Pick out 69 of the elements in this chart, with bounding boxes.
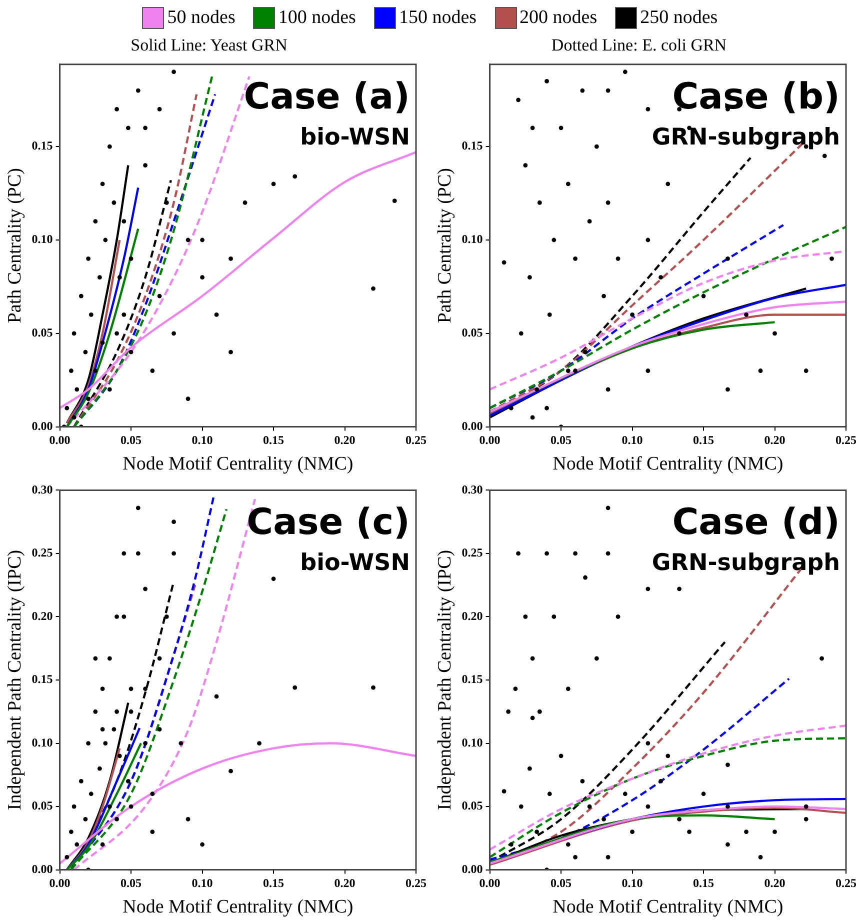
legend-label: 250 nodes (640, 7, 718, 29)
x-tick-label: 0.20 (764, 876, 786, 890)
annotation: Case (a) (244, 76, 410, 118)
x-tick-label: 0.10 (192, 433, 213, 448)
annotation: bio-WSN (300, 550, 410, 576)
y-tick-label: 0.10 (462, 232, 483, 246)
y-tick-label: 0.05 (462, 325, 483, 340)
x-axis-title: Node Motif Centrality (NMC) (552, 454, 784, 475)
y-tick-label: 0.15 (462, 138, 483, 153)
x-tick-label: 0.00 (49, 433, 70, 448)
y-tick-label: 0.25 (462, 546, 483, 560)
y-axis-title: Path Centrality (PC) (434, 168, 456, 324)
x-tick-label: 0.15 (263, 876, 284, 890)
x-tick-label: 0.20 (764, 433, 786, 448)
x-tick-label: 0.15 (693, 876, 714, 890)
legend-label: 200 nodes (520, 7, 598, 29)
y-tick-label: 0.10 (32, 735, 53, 750)
legend-label: 50 nodes (167, 7, 236, 29)
y-tick-label: 0.05 (32, 798, 53, 813)
legend-label: 100 nodes (278, 7, 356, 29)
y-tick-label: 0.00 (32, 862, 53, 876)
annotation: GRN-subgraph (652, 550, 840, 576)
x-tick-label: 0.10 (622, 433, 643, 448)
y-axis-title: Independent Path Centrality (IPC) (434, 550, 456, 810)
x-tick-label: 0.05 (550, 433, 572, 448)
x-tick-label: 0.00 (479, 433, 500, 448)
chart-title: Dotted Line: E. coli GRN (551, 36, 727, 55)
annotation: Case (b) (672, 76, 840, 118)
x-tick-label: 0.10 (192, 876, 213, 890)
x-tick-label: 0.25 (836, 433, 856, 448)
x-axis-title: Node Motif Centrality (NMC) (122, 454, 354, 475)
y-tick-label: 0.05 (32, 325, 53, 340)
x-tick-label: 0.25 (406, 876, 426, 890)
x-tick-label: 0.10 (622, 876, 643, 890)
y-tick-label: 0.30 (462, 482, 483, 496)
y-tick-label: 0.00 (462, 862, 483, 876)
y-tick-label: 0.05 (462, 798, 483, 813)
chart-title: Solid Line: Yeast GRN (130, 36, 288, 55)
x-tick-label: 0.15 (263, 433, 284, 448)
y-tick-label: 0.00 (462, 418, 483, 433)
x-tick-label: 0.25 (836, 876, 856, 890)
x-tick-label: 0.00 (479, 876, 500, 890)
x-tick-label: 0.05 (120, 433, 142, 448)
x-axis-title: Node Motif Centrality (NMC) (122, 896, 354, 918)
y-axis-title: Path Centrality (PC) (4, 168, 26, 324)
y-tick-label: 0.10 (462, 735, 483, 750)
y-tick-label: 0.00 (32, 418, 53, 433)
y-tick-label: 0.20 (462, 608, 483, 623)
x-axis-title: Node Motif Centrality (NMC) (552, 896, 784, 918)
y-tick-label: 0.10 (32, 232, 53, 246)
x-tick-label: 0.25 (406, 433, 426, 448)
x-tick-label: 0.00 (49, 876, 70, 890)
x-tick-label: 0.20 (334, 433, 356, 448)
y-axis-title: Independent Path Centrality (IPC) (4, 550, 26, 810)
annotation: Case (d) (672, 502, 840, 544)
x-tick-label: 0.20 (334, 876, 356, 890)
annotation: GRN-subgraph (652, 124, 840, 150)
legend-label: 150 nodes (398, 7, 477, 29)
y-tick-label: 0.15 (32, 672, 53, 686)
x-tick-label: 0.15 (693, 433, 714, 448)
x-tick-label: 0.05 (550, 876, 572, 890)
y-tick-label: 0.25 (32, 546, 53, 560)
y-tick-label: 0.30 (32, 482, 53, 496)
y-tick-label: 0.15 (462, 672, 483, 686)
x-tick-label: 0.05 (120, 876, 142, 890)
annotation: Case (c) (246, 502, 410, 544)
y-tick-label: 0.20 (32, 608, 53, 623)
y-tick-label: 0.15 (32, 138, 53, 153)
annotation: bio-WSN (300, 124, 410, 150)
